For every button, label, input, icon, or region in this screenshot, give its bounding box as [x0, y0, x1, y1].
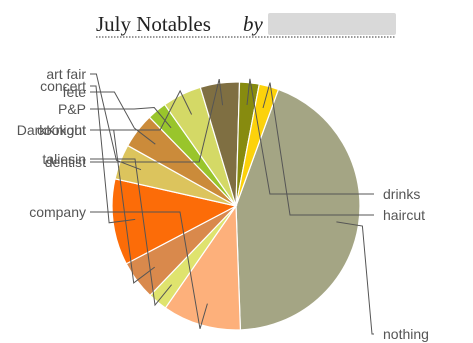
leader-line-drinks — [246, 78, 374, 195]
leader-line-concert — [90, 85, 136, 224]
slice-label-drinks: drinks — [383, 186, 420, 202]
slice-label-taliesin: taliesin — [42, 151, 86, 167]
slice-label-concert: concert — [40, 78, 86, 94]
slice-label-nothing: nothing — [383, 326, 429, 342]
leader-line-nothing — [336, 221, 374, 335]
leader-line-haircut — [262, 82, 374, 216]
leader-line-art-fair — [90, 73, 142, 171]
redacted-author — [268, 13, 396, 35]
leader-line-taliesin — [90, 158, 172, 307]
slice-label-cookout: cookout — [37, 122, 86, 138]
chart-title: July Notables by — [96, 12, 396, 38]
slice-label-p-p: P&P — [58, 101, 86, 117]
pie-slices — [111, 81, 361, 331]
leader-line-darkknight — [90, 89, 193, 131]
slice-label-fete: fete — [63, 84, 87, 100]
chart-title-text: July Notables — [96, 12, 211, 36]
pie-labels: nothing company taliesin cookout concertart … — [17, 66, 429, 342]
leader-line-dentist — [90, 78, 224, 163]
slice-label-company: company — [29, 204, 86, 220]
slice-label-haircut: haircut — [383, 207, 425, 223]
leader-line-p-p — [90, 106, 172, 129]
leader-line-company — [90, 211, 208, 329]
leader-line-fete — [90, 91, 156, 145]
slice-label-dentist: dentist — [45, 154, 86, 170]
chart-title-by: by — [243, 12, 264, 36]
slice-label-art-fair: art fair — [46, 66, 86, 82]
slice-label-darkknight: DarkKnight — [17, 122, 86, 138]
